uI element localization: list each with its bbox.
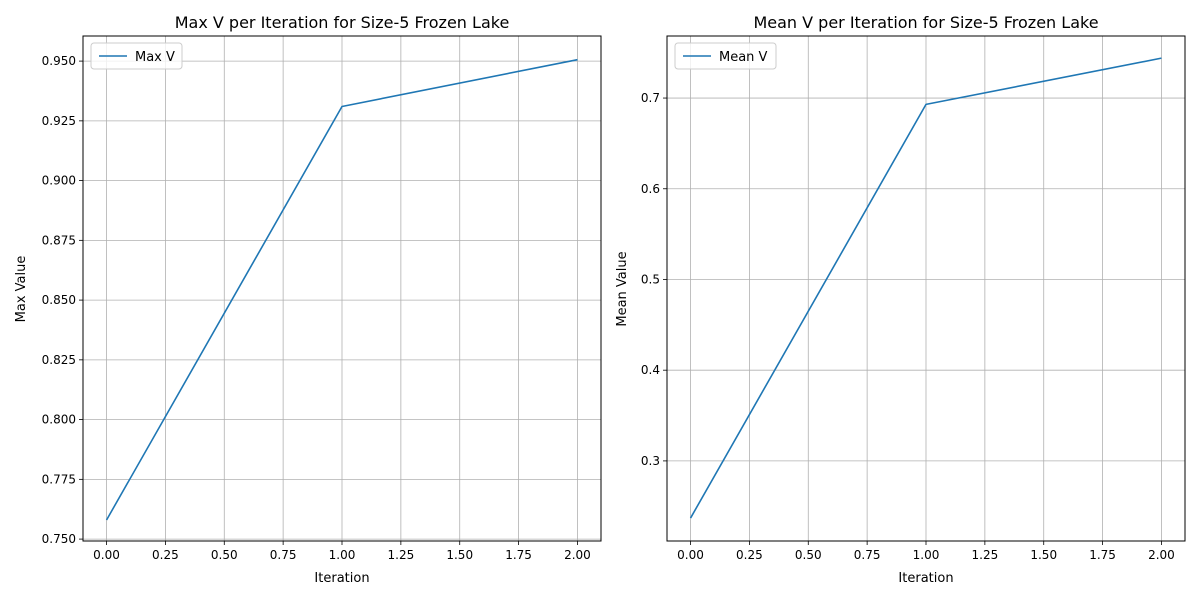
x-tick-label: 0.50	[795, 548, 822, 562]
chart-title: Mean V per Iteration for Size-5 Frozen L…	[753, 13, 1098, 32]
y-tick-label: 0.800	[42, 413, 76, 427]
legend-label: Max V	[135, 50, 175, 65]
legend: Mean V	[674, 42, 777, 70]
y-tick-label: 0.875	[42, 233, 76, 247]
y-tick-label: 0.3	[641, 454, 660, 468]
mean-v-chart: Mean V per Iteration for Size-5 Frozen L…	[615, 13, 1186, 586]
x-tick-label: 2.00	[564, 548, 591, 562]
x-tick-label: 1.75	[1089, 548, 1116, 562]
x-tick-label: 1.00	[329, 548, 356, 562]
x-tick-label: 1.25	[972, 548, 999, 562]
x-tick-label: 0.75	[270, 548, 297, 562]
chart-title: Max V per Iteration for Size-5 Frozen La…	[175, 13, 510, 32]
x-tick-label: 1.50	[1030, 548, 1057, 562]
x-tick-label: 1.75	[505, 548, 532, 562]
x-tick-label: 0.25	[152, 548, 179, 562]
y-tick-label: 0.900	[42, 174, 76, 188]
y-tick-label: 0.850	[42, 293, 76, 307]
x-tick-label: 1.25	[388, 548, 415, 562]
legend-box	[90, 42, 183, 70]
grid-lines	[667, 36, 1185, 541]
x-axis-label: Iteration	[898, 571, 953, 586]
y-tick-label: 0.825	[42, 353, 76, 367]
y-axis-label: Mean Value	[615, 251, 630, 326]
max-v-chart: Max V per Iteration for Size-5 Frozen La…	[14, 13, 602, 586]
y-tick-label: 0.950	[42, 54, 76, 68]
axis-ticks: 0.00 0.25 0.50 0.75 1.00 1.25 1.50 1.75 2.00 0.75…	[42, 54, 591, 562]
x-axis-label: Iteration	[314, 571, 369, 586]
x-tick-label: 0.75	[854, 548, 881, 562]
x-tick-label: 1.00	[913, 548, 940, 562]
x-tick-label: 0.25	[736, 548, 763, 562]
legend: Max V	[90, 42, 183, 70]
legend-box	[674, 42, 777, 70]
y-tick-label: 0.7	[641, 91, 660, 105]
y-tick-label: 0.4	[641, 363, 660, 377]
x-tick-label: 2.00	[1148, 548, 1175, 562]
series-lines	[689, 57, 1162, 519]
legend-label: Mean V	[719, 50, 768, 65]
y-tick-label: 0.750	[42, 532, 76, 546]
x-tick-label: 0.00	[93, 548, 120, 562]
y-tick-label: 0.5	[641, 272, 660, 286]
y-tick-label: 0.925	[42, 114, 76, 128]
axis-ticks: 0.00 0.25 0.50 0.75 1.00 1.25 1.50 1.75 2.00 0.3 0…	[641, 91, 1175, 562]
y-axis-label: Max Value	[14, 256, 29, 323]
y-tick-label: 0.775	[42, 472, 76, 486]
y-tick-label: 0.6	[641, 182, 660, 196]
x-tick-label: 1.50	[446, 548, 473, 562]
x-tick-label: 0.50	[211, 548, 238, 562]
x-tick-label: 0.00	[677, 548, 704, 562]
series-lines	[105, 58, 578, 521]
